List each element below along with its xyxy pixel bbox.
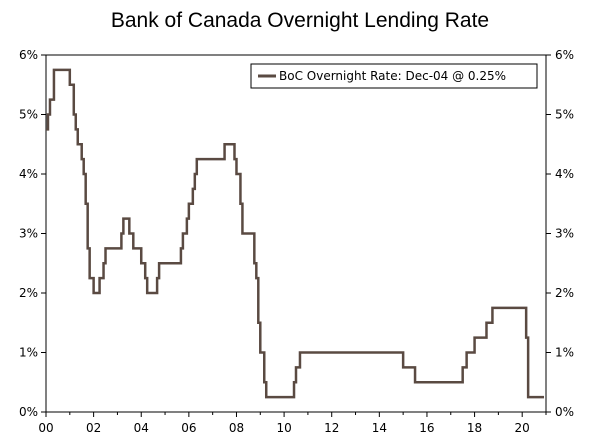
legend: BoC Overnight Rate: Dec-04 @ 0.25% — [250, 63, 538, 89]
series-line — [46, 68, 545, 399]
x-tick-label: 10 — [276, 421, 291, 435]
x-tick-label: 04 — [134, 421, 149, 435]
y-tick-label-right: 5% — [555, 108, 574, 122]
y-tick-label-left: 3% — [19, 227, 38, 241]
axis-ticks — [41, 54, 551, 417]
chart-title: Bank of Canada Overnight Lending Rate — [111, 9, 489, 32]
x-tick-label: 18 — [467, 421, 482, 435]
legend-label: BoC Overnight Rate: Dec-04 @ 0.25% — [279, 69, 506, 83]
y-tick-label-left: 2% — [19, 286, 38, 300]
x-tick-label: 02 — [86, 421, 101, 435]
y-tick-label-left: 0% — [19, 405, 38, 419]
x-tick-label: 06 — [181, 421, 196, 435]
x-tick-label: 20 — [515, 421, 530, 435]
y-tick-label-right: 2% — [555, 286, 574, 300]
legend-box — [250, 63, 538, 89]
axis-tick-labels: 0% 0% 1% 1% 2% 2% 3% 3% 4% 4% 5% 5% 6% 6% 00 02 04 06 08 10… — [19, 48, 574, 435]
y-tick-label-right: 0% — [555, 405, 574, 419]
y-tick-label-right: 1% — [555, 346, 574, 360]
y-tick-label-left: 1% — [19, 346, 38, 360]
x-tick-label: 00 — [38, 421, 53, 435]
x-tick-label: 12 — [324, 421, 339, 435]
y-tick-label-right: 6% — [555, 48, 574, 62]
y-tick-label-left: 5% — [19, 108, 38, 122]
y-tick-label-right: 4% — [555, 167, 574, 181]
y-tick-label-left: 6% — [19, 48, 38, 62]
x-tick-label: 16 — [419, 421, 434, 435]
y-tick-label-right: 3% — [555, 227, 574, 241]
y-tick-label-left: 4% — [19, 167, 38, 181]
x-tick-label: 08 — [229, 421, 244, 435]
x-tick-label: 14 — [372, 421, 387, 435]
